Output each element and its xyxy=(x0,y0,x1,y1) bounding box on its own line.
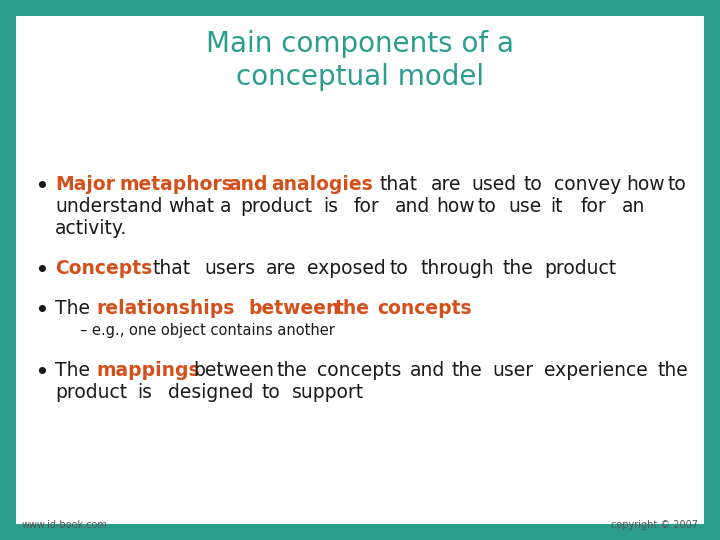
Text: Major: Major xyxy=(55,175,115,194)
Text: the: the xyxy=(503,259,534,278)
Text: the: the xyxy=(276,361,307,380)
Text: product: product xyxy=(544,259,616,278)
Text: product: product xyxy=(55,383,127,402)
Text: designed: designed xyxy=(168,383,254,402)
Text: concepts: concepts xyxy=(318,361,402,380)
Text: exposed: exposed xyxy=(307,259,386,278)
Text: an: an xyxy=(622,197,646,216)
Text: what: what xyxy=(168,197,215,216)
Text: product: product xyxy=(240,197,312,216)
Text: the: the xyxy=(451,361,482,380)
Text: relationships: relationships xyxy=(96,299,235,318)
Text: convey: convey xyxy=(554,175,621,194)
Text: mappings: mappings xyxy=(96,361,200,380)
Text: The: The xyxy=(55,361,90,380)
Text: between: between xyxy=(194,361,274,380)
Text: to: to xyxy=(478,197,497,216)
Text: between: between xyxy=(248,299,339,318)
Text: are: are xyxy=(431,175,461,194)
Text: to: to xyxy=(523,175,542,194)
Text: analogies: analogies xyxy=(271,175,372,194)
Text: for: for xyxy=(581,197,607,216)
Text: •: • xyxy=(35,301,48,320)
Text: user: user xyxy=(492,361,534,380)
Text: support: support xyxy=(292,383,364,402)
Text: users: users xyxy=(204,259,255,278)
Text: activity.: activity. xyxy=(55,219,127,238)
Text: used: used xyxy=(472,175,517,194)
Text: through: through xyxy=(420,259,494,278)
Text: is: is xyxy=(323,197,338,216)
Text: and: and xyxy=(395,197,431,216)
Text: Concepts: Concepts xyxy=(55,259,152,278)
Text: to: to xyxy=(667,175,686,194)
Text: the: the xyxy=(657,361,688,380)
Text: a: a xyxy=(220,197,232,216)
Text: •: • xyxy=(35,363,48,382)
Text: Main components of a
conceptual model: Main components of a conceptual model xyxy=(206,30,514,91)
Text: concepts: concepts xyxy=(377,299,472,318)
Text: and: and xyxy=(228,175,267,194)
Text: •: • xyxy=(35,261,48,280)
Text: use: use xyxy=(509,197,542,216)
Text: that: that xyxy=(379,175,417,194)
Text: that: that xyxy=(153,259,190,278)
Text: is: is xyxy=(138,383,153,402)
Text: metaphors: metaphors xyxy=(120,175,233,194)
Text: how: how xyxy=(436,197,475,216)
Text: understand: understand xyxy=(55,197,163,216)
Text: for: for xyxy=(354,197,380,216)
Text: •: • xyxy=(35,177,48,196)
Text: to: to xyxy=(261,383,280,402)
Text: experience: experience xyxy=(544,361,648,380)
Text: it: it xyxy=(550,197,562,216)
Text: and: and xyxy=(410,361,446,380)
Text: how: how xyxy=(626,175,665,194)
Text: – e.g., one object contains another: – e.g., one object contains another xyxy=(80,323,335,338)
Text: are: are xyxy=(266,259,296,278)
Text: the: the xyxy=(334,299,369,318)
Text: www.id-book.com: www.id-book.com xyxy=(22,520,107,530)
Text: copyright © 2007: copyright © 2007 xyxy=(611,520,698,530)
Text: to: to xyxy=(390,259,408,278)
FancyBboxPatch shape xyxy=(16,16,704,524)
Text: The: The xyxy=(55,299,90,318)
